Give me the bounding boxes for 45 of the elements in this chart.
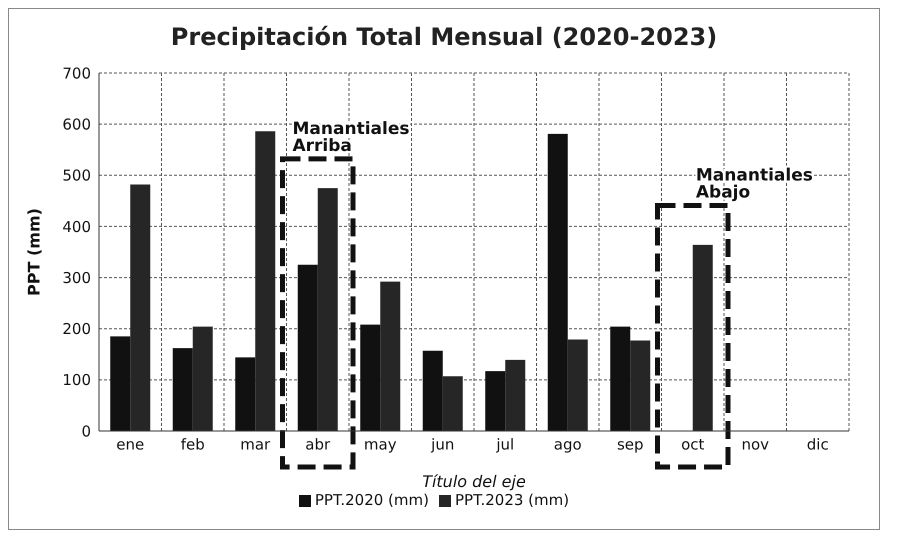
bar <box>318 188 338 431</box>
bar <box>110 336 130 431</box>
x-tick-label: oct <box>681 436 705 454</box>
x-axis-title: Título del eje <box>422 472 526 491</box>
x-tick-label: jun <box>430 436 454 454</box>
bar <box>130 184 150 431</box>
chart-title: Precipitación Total Mensual (2020-2023) <box>170 22 718 53</box>
x-tick-label: dic <box>806 436 829 454</box>
bar <box>298 264 318 431</box>
y-tick-label: 0 <box>81 422 91 440</box>
y-tick-label: 500 <box>62 166 91 185</box>
legend-label: PPT.2020 (mm) <box>314 491 429 509</box>
annotation: Manantiales Arriba <box>292 118 410 156</box>
bar <box>172 348 193 431</box>
x-tick-label: feb <box>180 436 205 454</box>
x-tick-label: mar <box>240 436 272 454</box>
y-tick-label: 100 <box>62 371 91 390</box>
x-tick-label: jul <box>495 436 514 454</box>
y-tick-label: 700 <box>62 64 91 82</box>
bar <box>442 376 463 431</box>
x-tick-label: nov <box>741 436 770 454</box>
x-tick-label: sep <box>616 436 644 454</box>
legend-label: PPT.2023 (mm) <box>455 491 570 509</box>
x-tick-label: ene <box>116 436 144 454</box>
bar <box>422 350 443 431</box>
bar <box>192 326 213 431</box>
bar <box>548 134 568 431</box>
x-tick-label: ago <box>554 436 582 454</box>
bar <box>692 244 713 431</box>
bar <box>255 131 276 431</box>
bar <box>485 371 506 431</box>
x-tick-label: may <box>364 436 397 454</box>
bar <box>505 360 526 431</box>
x-tick-label: abr <box>305 436 332 454</box>
bar <box>630 340 650 431</box>
bar <box>380 282 400 431</box>
y-tick-label: 600 <box>62 115 91 134</box>
bar <box>235 357 256 431</box>
bar <box>568 339 588 431</box>
bar <box>360 324 380 431</box>
bar <box>610 326 630 431</box>
y-axis-title: PPT (mm) <box>24 208 44 296</box>
y-tick-label: 400 <box>62 218 91 236</box>
y-tick-label: 300 <box>62 268 91 287</box>
y-tick-label: 200 <box>62 320 91 338</box>
